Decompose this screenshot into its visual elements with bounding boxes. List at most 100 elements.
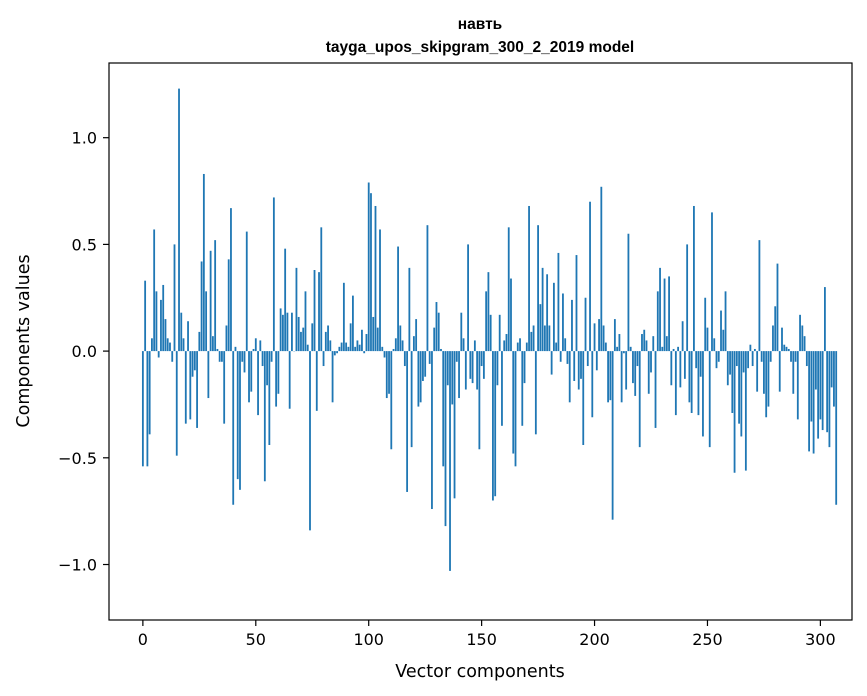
bar-281 <box>776 263 779 352</box>
bar-276 <box>765 351 768 418</box>
bar-216 <box>629 346 632 352</box>
bar-188 <box>566 351 569 364</box>
y-axis-label: Components values <box>14 254 34 427</box>
bar-291 <box>799 314 801 352</box>
bar-81 <box>324 331 327 352</box>
bar-75 <box>311 323 314 352</box>
bar-142 <box>462 338 465 352</box>
bar-55 <box>266 351 268 386</box>
bar-53 <box>261 351 264 367</box>
bar-35 <box>221 351 223 362</box>
bar-166 <box>516 342 519 352</box>
bar-176 <box>539 304 542 352</box>
bar-119 <box>410 351 413 448</box>
bar-145 <box>469 351 472 379</box>
bar-232 <box>665 336 668 352</box>
bar-93 <box>352 295 354 352</box>
bar-64 <box>286 312 289 352</box>
bar-106 <box>381 346 384 352</box>
bar-261 <box>731 351 734 413</box>
bar-101 <box>370 193 372 352</box>
bar-225 <box>650 351 652 373</box>
bar-132 <box>440 348 442 352</box>
bar-259 <box>726 351 729 386</box>
bar-273 <box>758 240 761 352</box>
bar-244 <box>693 205 695 352</box>
bar-87 <box>338 346 341 352</box>
x-tick-label: 100 <box>353 630 384 649</box>
bar-38 <box>227 259 230 352</box>
bar-293 <box>803 336 806 352</box>
bar-135 <box>446 351 449 386</box>
bar-207 <box>609 351 612 401</box>
bar-80 <box>322 351 325 367</box>
bar-85 <box>333 351 336 356</box>
bar-110 <box>390 351 393 450</box>
bar-170 <box>525 342 528 352</box>
bar-251 <box>708 351 711 448</box>
bar-189 <box>568 351 571 403</box>
bar-271 <box>753 348 756 352</box>
bar-22 <box>191 351 194 377</box>
bar-285 <box>785 346 788 352</box>
bar-237 <box>677 346 680 352</box>
bar-228 <box>656 291 659 352</box>
bar-95 <box>356 340 359 352</box>
bar-241 <box>686 244 689 352</box>
bar-78 <box>318 272 320 352</box>
bar-129 <box>433 327 436 352</box>
x-tick-label: 200 <box>579 630 610 649</box>
bar-208 <box>611 351 614 520</box>
bar-279 <box>772 325 774 352</box>
bar-260 <box>729 351 731 375</box>
bar-187 <box>564 338 567 352</box>
bar-60 <box>277 351 280 394</box>
bar-221 <box>641 334 643 352</box>
bar-14 <box>173 244 176 352</box>
bar-126 <box>426 225 429 352</box>
bar-270 <box>751 351 754 367</box>
bar-172 <box>530 331 533 352</box>
bar-74 <box>309 351 311 531</box>
bar-215 <box>627 233 630 352</box>
bar-143 <box>464 351 467 390</box>
bar-302 <box>824 287 826 352</box>
bar-131 <box>437 312 440 352</box>
bar-118 <box>408 267 411 352</box>
bar-9 <box>162 284 165 352</box>
bar-15 <box>175 351 178 456</box>
bar-series <box>141 88 838 571</box>
bar-39 <box>230 208 232 352</box>
bar-282 <box>778 351 781 392</box>
bar-23 <box>193 351 196 371</box>
bar-117 <box>406 351 409 492</box>
bar-2 <box>146 351 149 467</box>
bar-141 <box>460 312 463 352</box>
plot-frame <box>108 62 853 621</box>
bar-258 <box>724 291 727 352</box>
bar-256 <box>720 310 722 352</box>
bar-104 <box>376 327 379 352</box>
bar-149 <box>478 351 481 450</box>
bar-19 <box>184 351 187 424</box>
y-tick-label: 0.5 <box>72 235 97 254</box>
bar-235 <box>672 348 675 352</box>
bar-217 <box>632 351 634 384</box>
bar-94 <box>354 346 357 352</box>
bar-109 <box>388 351 390 394</box>
bar-96 <box>358 344 361 352</box>
bar-298 <box>814 351 817 390</box>
x-tick-label: 0 <box>138 630 148 649</box>
bar-43 <box>239 351 241 490</box>
bar-219 <box>636 351 639 367</box>
bar-199 <box>591 351 594 418</box>
bar-76 <box>313 270 316 352</box>
bar-83 <box>329 340 332 352</box>
bar-50 <box>254 338 257 352</box>
bar-204 <box>602 325 605 352</box>
bar-167 <box>519 338 521 352</box>
bar-231 <box>663 278 666 352</box>
bar-137 <box>451 351 454 405</box>
y-tick-label: 1.0 <box>72 129 97 148</box>
bar-73 <box>306 344 309 352</box>
